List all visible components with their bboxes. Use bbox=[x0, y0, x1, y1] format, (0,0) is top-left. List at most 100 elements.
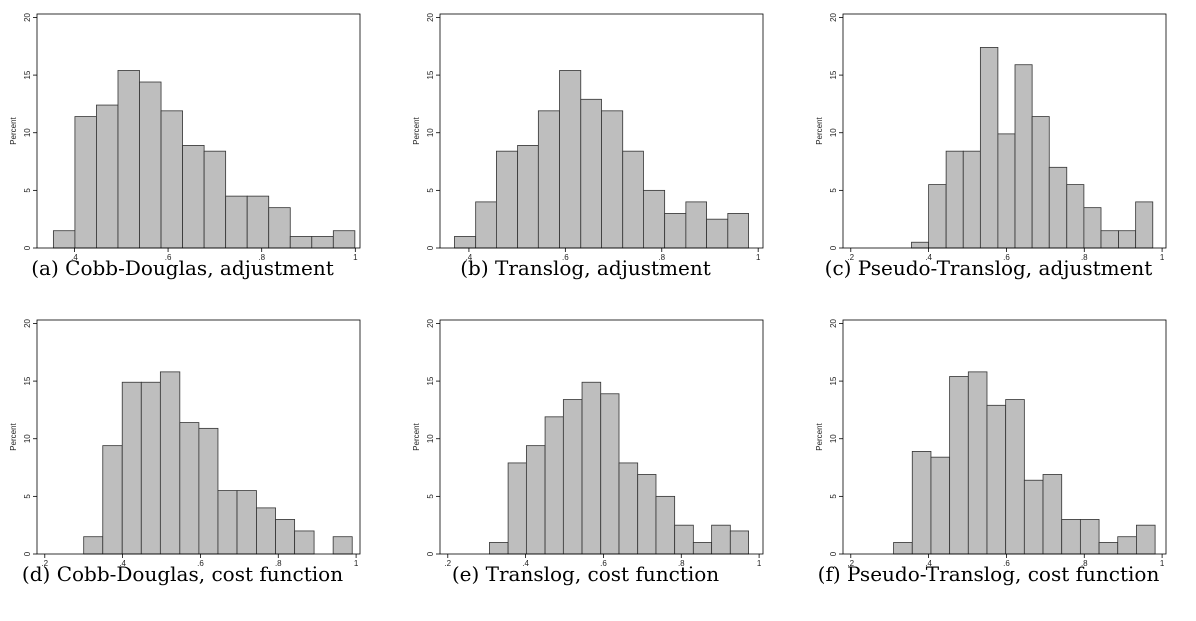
x-tick-label: .8 bbox=[275, 559, 282, 568]
y-tick-label: 0 bbox=[426, 245, 435, 250]
x-tick-label: .2 bbox=[847, 253, 854, 262]
bar bbox=[52, 230, 76, 249]
bar bbox=[268, 207, 291, 249]
bar bbox=[562, 399, 583, 555]
y-tick-label: 0 bbox=[23, 245, 32, 250]
y-tick-label: 5 bbox=[829, 494, 838, 499]
bar bbox=[911, 241, 930, 249]
x-tick-label: 1 bbox=[354, 559, 359, 568]
bar bbox=[102, 445, 123, 555]
x-tick-label: .4 bbox=[925, 559, 932, 568]
y-tick-label: 15 bbox=[23, 376, 32, 385]
y-axis-label: Percent bbox=[815, 116, 824, 144]
plot-frame bbox=[439, 319, 764, 555]
bar bbox=[1136, 524, 1156, 555]
bar bbox=[1117, 536, 1137, 555]
y-tick-label: 20 bbox=[23, 318, 32, 327]
x-tick-label: .6 bbox=[165, 253, 172, 262]
y-tick-label: 10 bbox=[829, 434, 838, 443]
bar bbox=[236, 490, 257, 555]
x-tick-label: .4 bbox=[925, 253, 932, 262]
bar bbox=[140, 381, 161, 555]
bar bbox=[1048, 166, 1068, 249]
bar bbox=[1014, 64, 1033, 249]
bar bbox=[311, 236, 334, 249]
y-axis-label: Percent bbox=[412, 116, 421, 144]
bar bbox=[1031, 116, 1050, 249]
bar bbox=[706, 218, 729, 249]
bar bbox=[454, 236, 477, 249]
panel: 0 5 10 15 20 .2 .4 .6 .8 1 Percent (f) Pseudo-Trans… bbox=[815, 318, 1167, 586]
bar bbox=[198, 427, 219, 555]
y-tick-label: 5 bbox=[426, 494, 435, 499]
bar bbox=[1061, 519, 1081, 555]
bar bbox=[580, 98, 602, 249]
bar bbox=[1042, 474, 1063, 555]
caption: (a) Cobb-Douglas, adjustment bbox=[31, 256, 333, 280]
bar bbox=[945, 150, 964, 249]
bar bbox=[930, 456, 951, 555]
y-tick-label: 5 bbox=[426, 188, 435, 193]
bar bbox=[96, 104, 119, 249]
bar bbox=[332, 230, 356, 249]
y-axis-label: Percent bbox=[9, 422, 18, 450]
bar bbox=[537, 110, 560, 249]
y-tick-label: 20 bbox=[23, 12, 32, 21]
bar bbox=[74, 116, 97, 249]
bar bbox=[692, 542, 713, 555]
plot-frame bbox=[842, 13, 1167, 249]
bar bbox=[711, 524, 731, 555]
x-tick-label: .8 bbox=[1081, 253, 1088, 262]
bar bbox=[217, 490, 238, 555]
bar bbox=[622, 150, 644, 249]
bar bbox=[637, 474, 657, 555]
y-tick-label: 20 bbox=[829, 318, 838, 327]
panel: 0 5 10 15 20 .2 .4 .6 .8 1 Percent (c) Pseudo-Trans… bbox=[815, 12, 1167, 280]
bar bbox=[1100, 230, 1119, 249]
x-tick-label: 1 bbox=[1160, 559, 1165, 568]
panel: 0 5 10 15 20 .4 .6 .8 1 Percent (a) Cobb-Douglas, … bbox=[9, 12, 361, 280]
y-tick-label: 0 bbox=[23, 551, 32, 556]
bar bbox=[729, 530, 750, 555]
caption: (d) Cobb-Douglas, cost function bbox=[22, 562, 343, 586]
bar bbox=[289, 236, 313, 249]
x-tick-label: .2 bbox=[847, 559, 854, 568]
bar bbox=[655, 495, 676, 555]
bar bbox=[507, 462, 527, 555]
x-tick-label: .4 bbox=[119, 559, 126, 568]
bar bbox=[997, 133, 1016, 249]
bar bbox=[489, 542, 509, 555]
caption: (b) Translog, adjustment bbox=[460, 256, 711, 280]
x-tick-label: .6 bbox=[1003, 253, 1010, 262]
y-tick-label: 20 bbox=[426, 318, 435, 327]
bar bbox=[1005, 399, 1025, 555]
bar bbox=[601, 110, 624, 249]
bar bbox=[182, 145, 205, 249]
bar bbox=[962, 150, 981, 249]
bar bbox=[979, 47, 999, 249]
caption: (f) Pseudo-Translog, cost function bbox=[818, 562, 1160, 586]
x-tick-label: .4 bbox=[522, 559, 529, 568]
y-tick-label: 15 bbox=[426, 70, 435, 79]
bar bbox=[949, 376, 969, 555]
plot-frame bbox=[842, 319, 1167, 555]
bar bbox=[600, 393, 620, 555]
bar bbox=[1118, 230, 1137, 249]
x-tick-label: .8 bbox=[658, 253, 665, 262]
bar bbox=[1083, 207, 1102, 249]
bar bbox=[1098, 542, 1119, 555]
bar bbox=[203, 150, 227, 249]
y-tick-label: 10 bbox=[829, 128, 838, 137]
x-tick-label: .2 bbox=[41, 559, 48, 568]
bar bbox=[928, 184, 947, 249]
x-tick-label: 1 bbox=[756, 253, 761, 262]
bar bbox=[1066, 184, 1085, 249]
x-tick-label: .6 bbox=[1003, 559, 1010, 568]
x-tick-label: .8 bbox=[1081, 559, 1088, 568]
y-tick-label: 10 bbox=[426, 434, 435, 443]
bar bbox=[294, 530, 315, 555]
y-tick-label: 15 bbox=[829, 70, 838, 79]
bar bbox=[496, 150, 519, 249]
bar bbox=[1079, 519, 1100, 555]
